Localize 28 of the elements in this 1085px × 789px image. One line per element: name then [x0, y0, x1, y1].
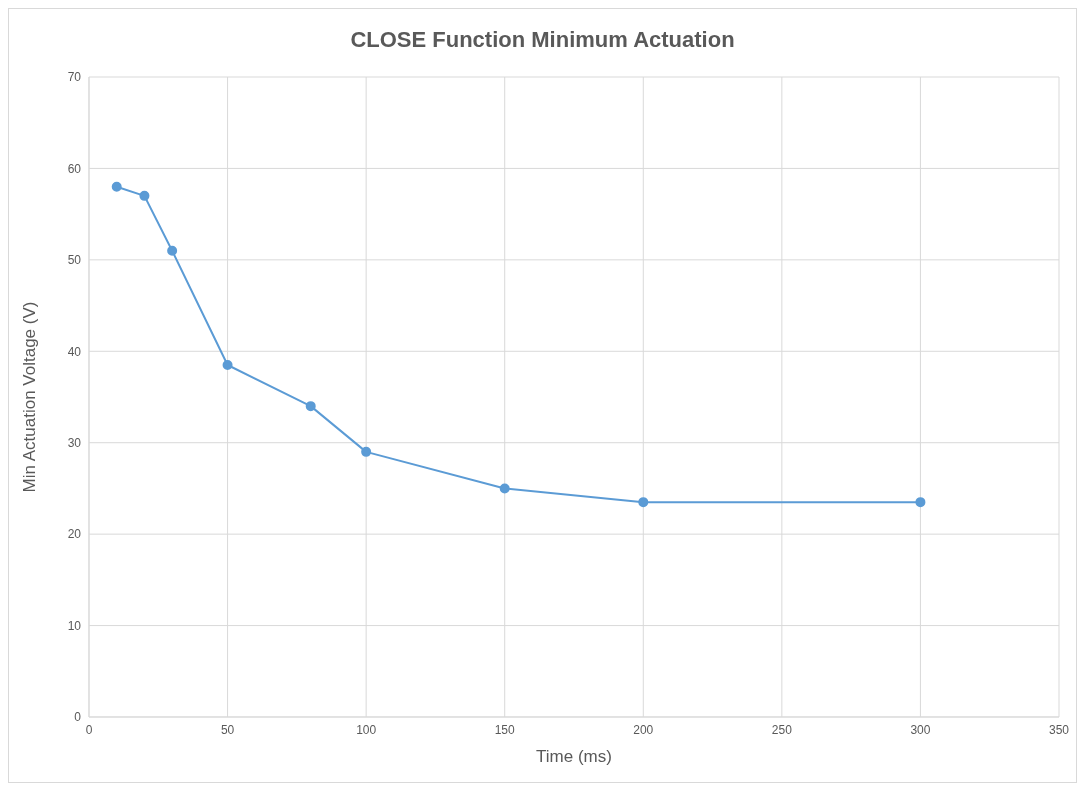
point — [499, 483, 510, 494]
x-tick-label: 100 — [356, 722, 377, 737]
x-tick-label: 350 — [1048, 722, 1070, 737]
x-tick-label: 50 — [220, 722, 235, 737]
x-tick-label: 250 — [771, 722, 793, 737]
point — [111, 181, 122, 192]
y-tick-label: 70 — [67, 70, 82, 85]
chart-title: CLOSE Function Minimum Actuation — [349, 26, 736, 54]
point — [361, 446, 372, 457]
x-tick-label: 150 — [494, 722, 516, 737]
y-tick-label: 40 — [67, 344, 82, 359]
y-tick-label: 30 — [67, 435, 82, 450]
point — [305, 401, 316, 412]
x-tick-label: 0 — [85, 722, 93, 737]
x-tick-label: 300 — [910, 722, 931, 737]
y-tick-label: 0 — [74, 710, 82, 725]
point — [222, 360, 233, 370]
point — [167, 245, 178, 256]
x-axis-title: Time (ms) — [536, 747, 612, 766]
y-axis-title: Min Actuation Voltage (V) — [20, 301, 40, 493]
y-tick-label: 50 — [67, 253, 82, 268]
point — [638, 497, 649, 508]
point — [915, 497, 926, 508]
y-tick-label: 60 — [67, 161, 82, 176]
point — [139, 190, 150, 201]
x-tick-label: 200 — [633, 722, 654, 737]
y-tick-label: 10 — [67, 618, 82, 633]
y-tick-label: 20 — [67, 527, 82, 542]
